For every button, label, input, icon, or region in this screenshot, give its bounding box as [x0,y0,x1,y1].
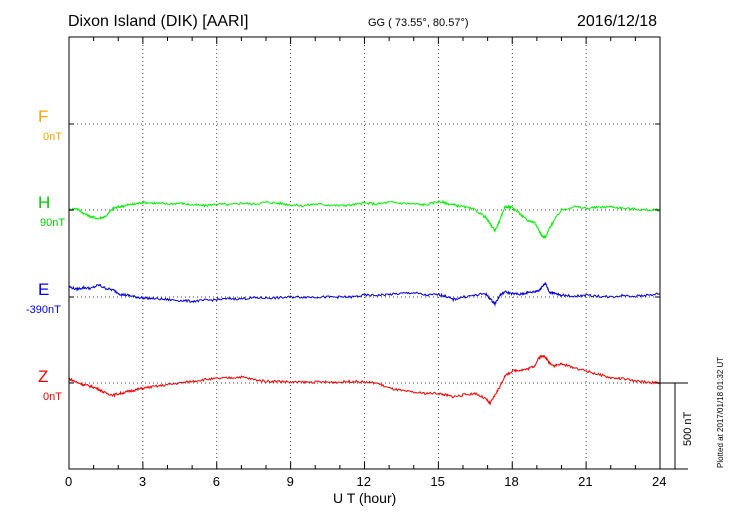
x-tick-label: 9 [286,474,294,489]
x-tick-label: 3 [138,474,147,489]
geographic-coordinates: GG ( 73.55°, 80.57°) [368,17,469,29]
plot-date: 2016/12/18 [577,13,658,30]
component-baseline-f: 0nT [43,131,62,143]
x-tick-label: 24 [652,474,667,489]
x-axis-label: U T (hour) [333,490,397,506]
grid-lines [69,37,660,469]
component-baseline-e: -390nT [26,304,61,316]
tick-marks [68,37,661,469]
x-tick-label: 21 [578,474,593,489]
series-line-h [68,199,661,239]
series-line-z [68,354,661,406]
x-tick-label: 0 [65,474,73,489]
plotted-timestamp: Plotted at 2017/01/18 01:32 UT [716,356,725,468]
component-label-e: E [38,280,50,299]
scale-bar-label: 500 nT [682,411,694,446]
component-label-f: F [38,107,49,126]
x-tick-label: 18 [504,474,519,489]
component-label-h: H [38,193,51,212]
station-title: Dixon Island (DIK) [AARI] [68,13,249,30]
x-tick-label: 15 [430,474,445,489]
x-tick-label: 12 [356,474,371,489]
scale-bar [660,382,688,470]
x-tick-label: 6 [212,474,220,489]
component-label-z: Z [38,367,49,386]
series-line-e [68,281,661,307]
component-baseline-h: 90nT [40,217,66,229]
series-lines [68,199,661,406]
component-baseline-z: 0nT [43,391,62,403]
